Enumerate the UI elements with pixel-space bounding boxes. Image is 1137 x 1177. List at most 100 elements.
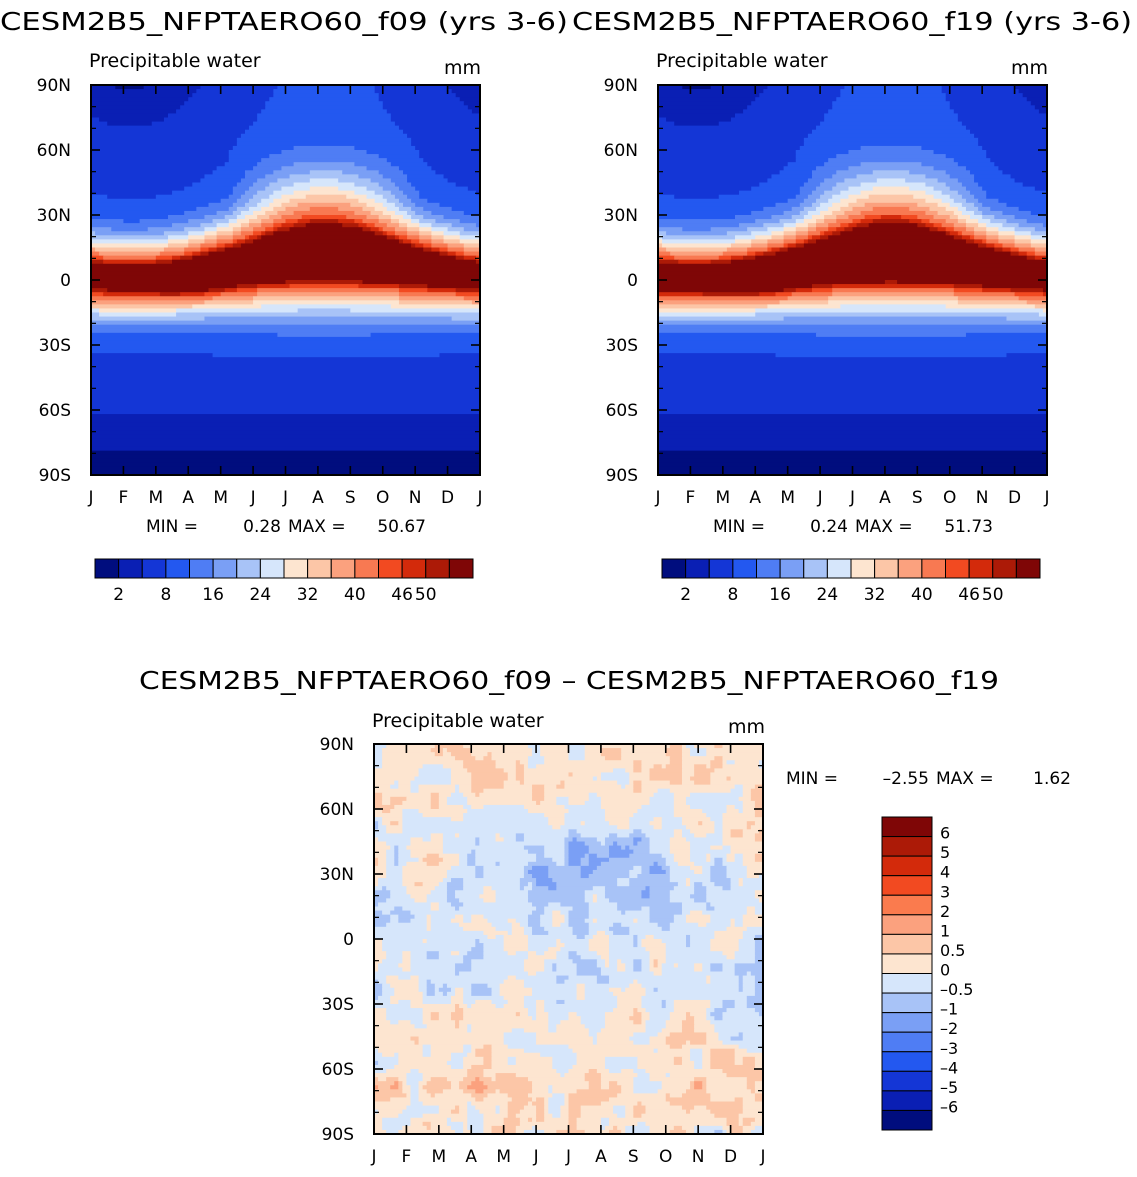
field-cell: [658, 141, 805, 147]
field-cell: [184, 186, 234, 192]
field-cell: [338, 178, 372, 184]
field-cell: [532, 784, 545, 790]
field-cell: [714, 1129, 724, 1135]
field-cell: [621, 845, 626, 851]
field-cell: [754, 821, 764, 826]
field-cell: [609, 926, 630, 932]
field-cell: [430, 979, 505, 985]
field-cell: [694, 963, 703, 969]
field-cell: [532, 1125, 537, 1131]
field-cell: [783, 235, 797, 240]
field-cell: [783, 231, 797, 236]
field-cell: [750, 825, 764, 830]
field-cell: [483, 1121, 505, 1127]
field-cell: [483, 1060, 493, 1066]
field-cell: [576, 829, 634, 834]
field-cell: [560, 1020, 582, 1025]
field-cell: [374, 1093, 408, 1099]
field-cell: [475, 1048, 493, 1054]
field-cell: [816, 219, 825, 224]
field-cell: [617, 1125, 626, 1131]
field-cell: [576, 837, 598, 843]
field-cell: [378, 995, 391, 1001]
field-cell: [410, 837, 424, 843]
field-cell: [998, 166, 1048, 171]
field-cell: [212, 353, 441, 358]
field-cell: [463, 886, 485, 891]
field-cell: [107, 194, 157, 200]
field-cell: [658, 97, 756, 102]
field-cell: [204, 239, 218, 245]
field-cell: [515, 1125, 533, 1131]
field-cell: [702, 967, 711, 973]
field-cell: [576, 995, 586, 1001]
field-cell: [978, 206, 991, 212]
field-cell: [897, 280, 1048, 285]
field-cell: [1026, 255, 1036, 261]
field-cell: [658, 247, 667, 253]
field-cell: [722, 1004, 736, 1009]
field-cell: [244, 170, 274, 175]
field-cell: [957, 231, 963, 236]
field-cell: [754, 947, 764, 952]
field-cell: [418, 784, 456, 790]
field-cell: [803, 215, 813, 220]
field-cell: [658, 389, 1048, 395]
field-cell: [747, 247, 769, 253]
field-cell: [1026, 219, 1048, 224]
field-cell: [742, 1129, 752, 1135]
field-cell: [378, 1077, 387, 1082]
field-cell: [690, 792, 744, 798]
field-cell: [564, 914, 570, 920]
field-cell: [710, 914, 744, 920]
field-cell: [754, 906, 764, 912]
field-cell: [694, 861, 715, 867]
field-cell: [710, 943, 740, 948]
field-cell: [584, 744, 671, 749]
field-cell: [633, 829, 643, 834]
field-cell: [649, 959, 655, 964]
field-cell: [754, 955, 764, 960]
panel-f09-title: CESM2B5_NFPTAERO60_f09 (yrs 3-6): [0, 7, 568, 36]
field-cell: [742, 918, 764, 924]
field-cell: [661, 825, 687, 830]
field-cell: [459, 1004, 468, 1009]
field-cell: [661, 999, 667, 1005]
field-cell: [410, 910, 533, 916]
field-cell: [576, 934, 586, 940]
field-cell: [811, 202, 821, 208]
field-cell: [649, 1012, 671, 1017]
field-cell: [382, 817, 403, 822]
field-cell: [342, 223, 360, 228]
x-tick-label: J: [282, 488, 288, 508]
field-cell: [394, 231, 408, 236]
field-cell: [714, 768, 764, 774]
field-cell: [832, 210, 845, 216]
field-cell: [625, 845, 630, 851]
colorbar-box: [881, 1051, 933, 1072]
field-cell: [596, 853, 610, 859]
field-cell: [556, 979, 566, 985]
field-cell: [91, 454, 481, 460]
field-cell: [527, 898, 586, 904]
colorbar-box: [881, 1090, 933, 1111]
field-cell: [974, 174, 1012, 180]
field-cell: [544, 849, 566, 855]
field-cell: [232, 231, 242, 236]
field-cell: [503, 1040, 537, 1046]
field-cell: [107, 288, 210, 293]
field-cell: [374, 1040, 416, 1046]
field-cell: [864, 215, 882, 220]
field-cell: [455, 251, 465, 257]
field-cell: [374, 833, 432, 839]
field-cell: [442, 878, 452, 883]
field-cell: [467, 1085, 489, 1090]
field-cell: [929, 219, 947, 224]
field-cell: [471, 1028, 513, 1034]
field-cell: [503, 1004, 525, 1009]
field-cell: [653, 792, 675, 798]
field-cell: [419, 223, 432, 228]
field-cell: [564, 1073, 586, 1078]
field-cell: [523, 780, 561, 786]
field-cell: [540, 800, 557, 806]
